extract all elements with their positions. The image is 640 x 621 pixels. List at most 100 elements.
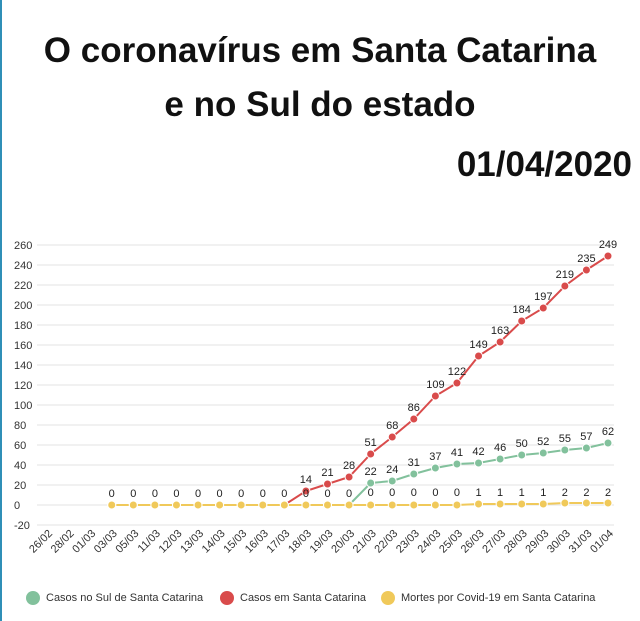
y-tick-label: 100	[14, 400, 32, 412]
legend-item[interactable]: Mortes por Covid-19 em Santa Catarina	[381, 591, 595, 605]
x-tick-label: 26/03	[459, 528, 487, 556]
x-tick-label: 29/03	[523, 528, 551, 556]
data-point	[323, 500, 332, 510]
data-label: 2	[583, 487, 589, 499]
x-tick-label: 22/03	[372, 528, 400, 556]
data-label: 55	[559, 433, 571, 445]
x-tick-label: 13/03	[178, 528, 206, 556]
data-label: 163	[491, 325, 509, 337]
data-point	[517, 499, 527, 509]
data-point	[538, 499, 548, 509]
data-point	[581, 498, 591, 508]
x-tick-label: 31/03	[567, 528, 595, 556]
x-tick-label: 01/04	[588, 528, 616, 556]
data-label: 0	[109, 488, 115, 500]
data-point	[107, 500, 117, 510]
x-tick-label: 19/03	[308, 528, 336, 556]
data-point	[603, 498, 613, 508]
data-point	[409, 469, 419, 479]
x-tick-label: 30/03	[545, 528, 573, 556]
legend-item[interactable]: Casos no Sul de Santa Catarina	[26, 591, 203, 605]
y-tick-label: 180	[14, 320, 32, 332]
data-point	[344, 500, 354, 510]
data-label: 2	[562, 487, 568, 499]
data-point	[430, 463, 440, 473]
data-point	[193, 500, 203, 510]
data-label: 197	[534, 291, 552, 303]
x-tick-label: 28/03	[502, 528, 530, 556]
data-label: 21	[321, 467, 333, 479]
x-tick-label: 26/02	[27, 528, 55, 556]
data-point	[560, 281, 570, 291]
data-point	[387, 432, 397, 442]
legend-label: Casos no Sul de Santa Catarina	[46, 592, 204, 604]
data-point	[430, 500, 440, 510]
y-tick-label: 40	[14, 460, 26, 472]
data-point	[581, 265, 591, 275]
y-tick-label: 200	[14, 300, 32, 312]
x-tick-label: 23/03	[394, 528, 422, 556]
data-label: 149	[469, 339, 487, 351]
data-label: 46	[494, 442, 506, 454]
data-label: 1	[540, 487, 546, 499]
series-line	[111, 442, 609, 506]
data-label: 0	[260, 488, 266, 500]
data-label: 0	[389, 487, 395, 499]
left-border	[0, 0, 2, 621]
y-tick-label: -20	[14, 520, 30, 532]
x-tick-label: 25/03	[437, 528, 465, 556]
data-label: 51	[365, 437, 377, 449]
y-tick-label: 20	[14, 480, 26, 492]
data-point	[517, 316, 527, 326]
data-point	[323, 479, 332, 489]
legend-item[interactable]: Casos em Santa Catarina	[220, 591, 366, 605]
y-tick-label: 260	[14, 240, 32, 252]
x-tick-label: 24/03	[416, 528, 444, 556]
data-label: 184	[513, 304, 531, 316]
data-point	[538, 303, 548, 313]
x-tick-label: 15/03	[221, 528, 249, 556]
y-tick-label: 120	[14, 380, 32, 392]
data-point	[581, 443, 591, 453]
data-point	[517, 450, 527, 460]
x-tick-label: 11/03	[136, 528, 163, 555]
data-point	[603, 438, 613, 448]
x-tick-label: 16/03	[243, 528, 271, 556]
data-point	[258, 500, 268, 510]
data-point	[603, 251, 613, 261]
data-label: 57	[580, 431, 592, 443]
data-label: 0	[303, 488, 309, 500]
legend-swatch	[220, 591, 234, 605]
data-label: 0	[173, 488, 179, 500]
data-label: 86	[408, 402, 420, 414]
data-label: 0	[411, 487, 417, 499]
data-label: 109	[426, 379, 444, 391]
data-label: 1	[519, 487, 525, 499]
data-point	[366, 500, 376, 510]
data-point	[495, 499, 505, 509]
x-tick-label: 05/03	[113, 528, 141, 556]
data-point	[430, 391, 440, 401]
data-label: 1	[497, 487, 503, 499]
x-tick-label: 20/03	[329, 528, 357, 556]
data-label: 0	[432, 487, 438, 499]
data-point	[301, 500, 311, 510]
data-point	[560, 498, 570, 508]
data-label: 0	[238, 488, 244, 500]
data-label: 41	[451, 447, 463, 459]
data-point	[495, 454, 505, 464]
x-tick-label: 12/03	[157, 528, 185, 556]
data-point	[387, 476, 397, 486]
data-label: 68	[386, 420, 398, 432]
x-tick-label: 28/02	[49, 528, 77, 556]
data-label: 0	[454, 487, 460, 499]
data-point	[409, 414, 419, 424]
x-tick-label: 21/03	[351, 528, 379, 556]
x-tick-label: 03/03	[92, 528, 120, 556]
legend-swatch	[26, 591, 40, 605]
data-label: 22	[365, 466, 377, 478]
data-point	[344, 472, 354, 482]
data-point	[387, 500, 397, 510]
data-label: 249	[599, 239, 617, 251]
data-label: 31	[408, 457, 420, 469]
